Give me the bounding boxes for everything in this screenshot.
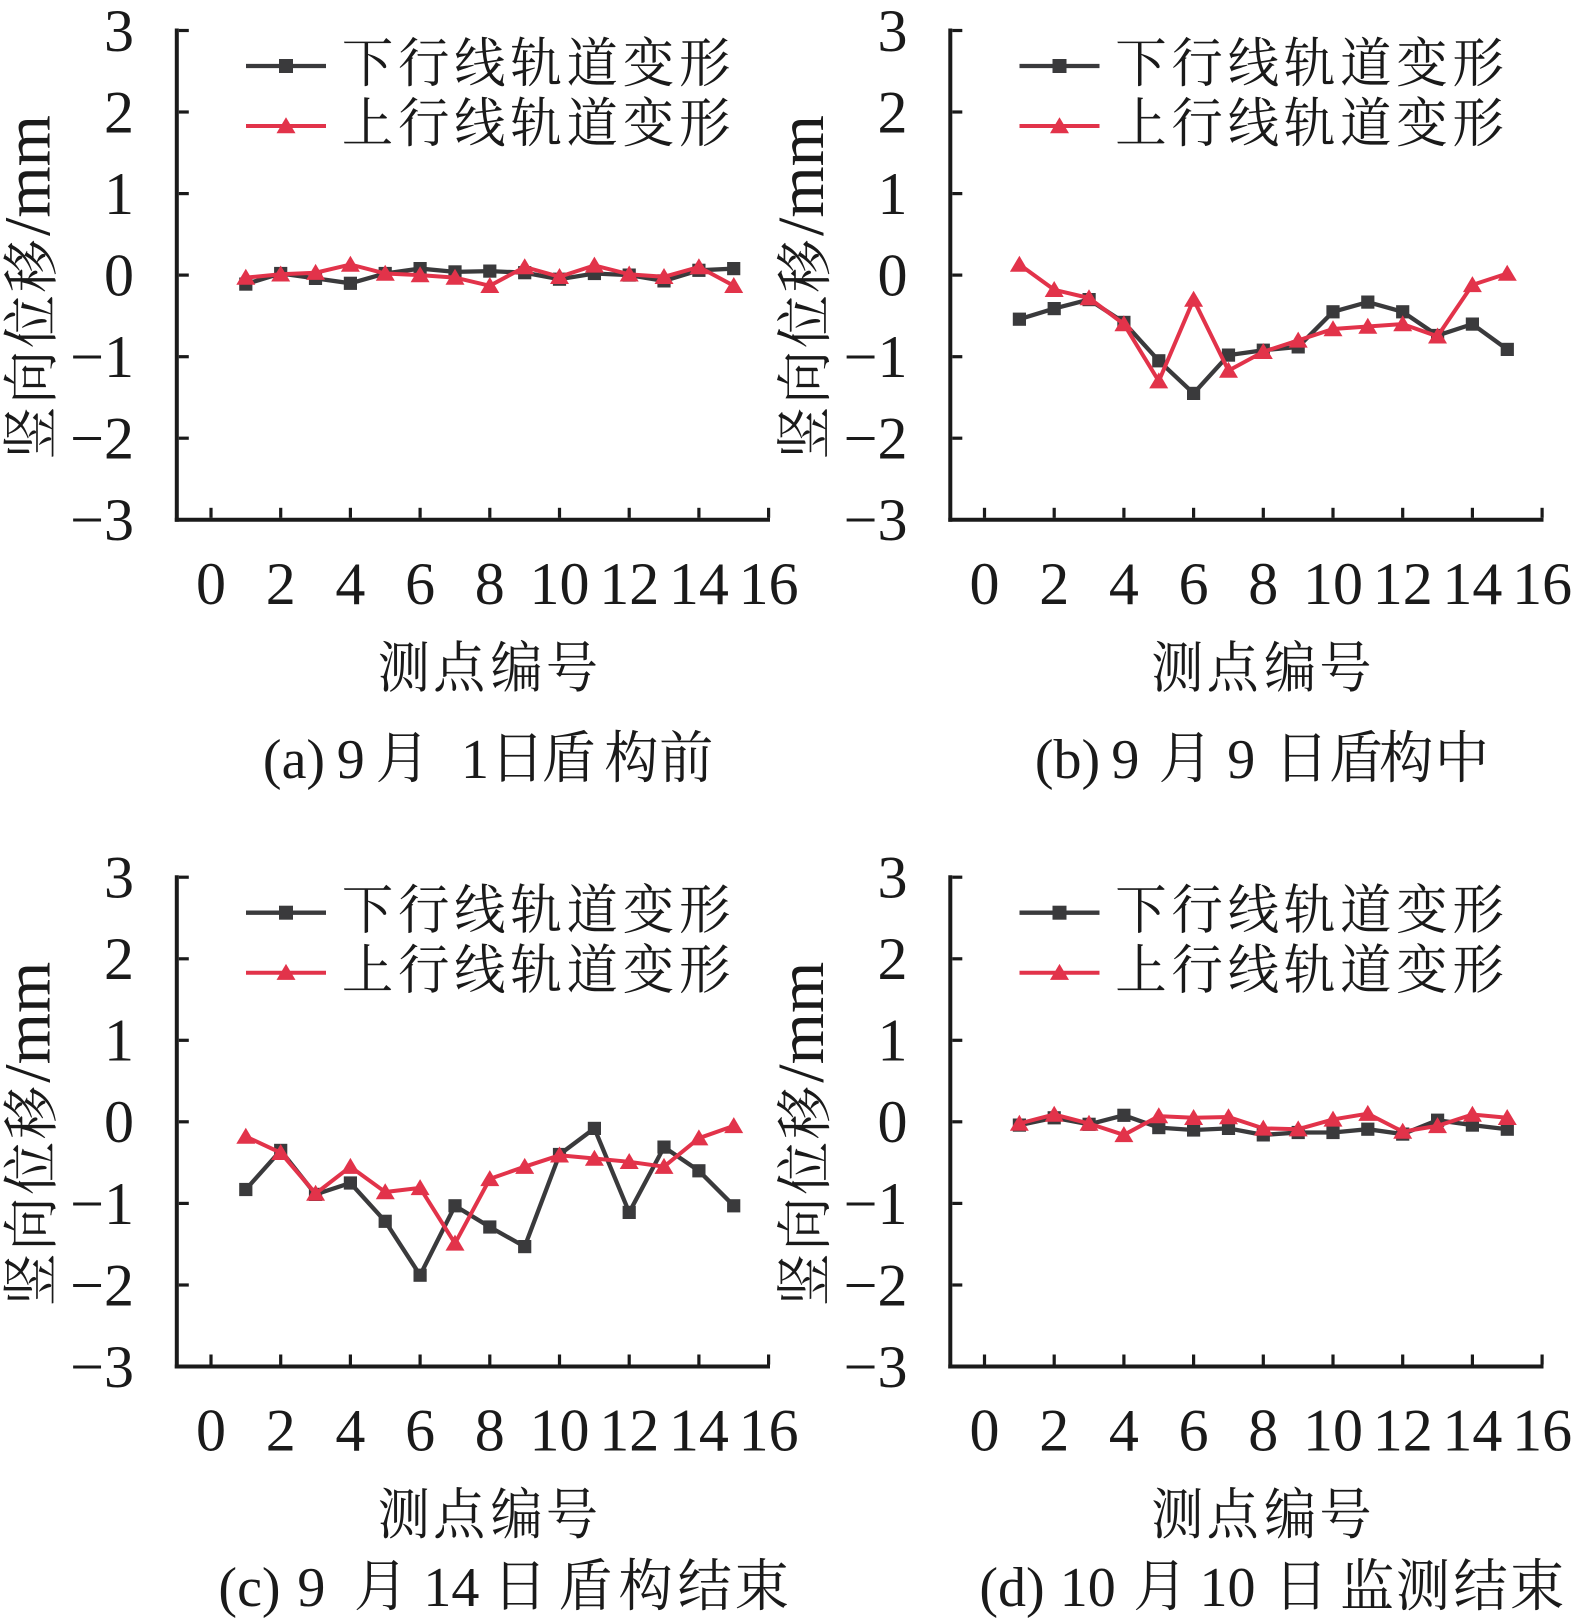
svg-text:/mm: /mm (765, 962, 838, 1083)
svg-text:10: 10 (1303, 551, 1363, 617)
svg-text:(b): (b) (1035, 729, 1100, 791)
svg-text:/mm: /mm (0, 962, 65, 1083)
svg-text:−3: −3 (70, 487, 134, 553)
svg-text:9: 9 (297, 1557, 325, 1619)
svg-text:2: 2 (104, 79, 134, 145)
svg-text:1: 1 (878, 161, 908, 227)
svg-text:0: 0 (196, 1398, 226, 1464)
svg-text:−1: −1 (70, 324, 134, 390)
svg-text:0: 0 (970, 1398, 1000, 1464)
svg-text:10: 10 (530, 1398, 590, 1464)
svg-text:−3: −3 (844, 1334, 908, 1400)
svg-text:1: 1 (104, 161, 134, 227)
svg-text:2: 2 (878, 926, 908, 992)
svg-text:1: 1 (461, 729, 489, 791)
svg-text:6: 6 (405, 1398, 435, 1464)
svg-text:10: 10 (1303, 1398, 1363, 1464)
svg-text:10: 10 (1200, 1557, 1256, 1619)
svg-text:2: 2 (104, 926, 134, 992)
svg-text:16: 16 (739, 551, 799, 617)
svg-text:16: 16 (1512, 1398, 1572, 1464)
svg-text:−2: −2 (70, 406, 134, 472)
svg-text:4: 4 (1109, 551, 1139, 617)
svg-text:0: 0 (104, 243, 134, 309)
svg-text:(a): (a) (263, 729, 325, 791)
svg-text:0: 0 (104, 1089, 134, 1155)
svg-text:−1: −1 (844, 1171, 908, 1237)
svg-text:12: 12 (1373, 1398, 1433, 1464)
svg-text:−1: −1 (844, 324, 908, 390)
svg-text:6: 6 (405, 551, 435, 617)
svg-text:14: 14 (1442, 551, 1502, 617)
svg-text:/mm: /mm (765, 115, 838, 236)
svg-text:−2: −2 (844, 406, 908, 472)
svg-text:14: 14 (1442, 1398, 1502, 1464)
svg-text:2: 2 (266, 551, 296, 617)
svg-text:−3: −3 (70, 1334, 134, 1400)
svg-text:−2: −2 (844, 1252, 908, 1318)
svg-text:3: 3 (104, 845, 134, 911)
svg-text:1: 1 (878, 1008, 908, 1074)
svg-text:14: 14 (669, 1398, 729, 1464)
svg-text:8: 8 (475, 1398, 505, 1464)
svg-text:/mm: /mm (0, 115, 65, 236)
svg-text:3: 3 (878, 0, 908, 64)
svg-text:9: 9 (337, 729, 365, 791)
svg-text:0: 0 (970, 551, 1000, 617)
svg-text:10: 10 (530, 551, 590, 617)
svg-text:16: 16 (739, 1398, 799, 1464)
svg-text:9: 9 (1227, 729, 1255, 791)
svg-text:−3: −3 (844, 487, 908, 553)
svg-text:0: 0 (878, 1089, 908, 1155)
svg-text:−2: −2 (70, 1252, 134, 1318)
svg-text:1: 1 (104, 1008, 134, 1074)
svg-text:8: 8 (475, 551, 505, 617)
svg-text:6: 6 (1179, 1398, 1209, 1464)
svg-text:(d): (d) (979, 1557, 1044, 1619)
svg-text:0: 0 (196, 551, 226, 617)
svg-text:2: 2 (878, 79, 908, 145)
svg-text:4: 4 (335, 1398, 365, 1464)
svg-text:(c): (c) (218, 1557, 280, 1619)
svg-text:2: 2 (266, 1398, 296, 1464)
svg-text:12: 12 (599, 551, 659, 617)
svg-text:2: 2 (1039, 1398, 1069, 1464)
svg-text:16: 16 (1512, 551, 1572, 617)
svg-text:4: 4 (1109, 1398, 1139, 1464)
svg-text:3: 3 (104, 0, 134, 64)
svg-text:−1: −1 (70, 1171, 134, 1237)
svg-text:14: 14 (423, 1557, 479, 1619)
svg-text:8: 8 (1248, 551, 1278, 617)
svg-text:12: 12 (1373, 551, 1433, 617)
svg-text:12: 12 (599, 1398, 659, 1464)
svg-text:2: 2 (1039, 551, 1069, 617)
svg-text:6: 6 (1179, 551, 1209, 617)
svg-text:9: 9 (1111, 729, 1139, 791)
svg-text:0: 0 (878, 243, 908, 309)
svg-text:10: 10 (1060, 1557, 1116, 1619)
svg-text:4: 4 (335, 551, 365, 617)
svg-text:14: 14 (669, 551, 729, 617)
svg-text:3: 3 (878, 845, 908, 911)
svg-text:8: 8 (1248, 1398, 1278, 1464)
